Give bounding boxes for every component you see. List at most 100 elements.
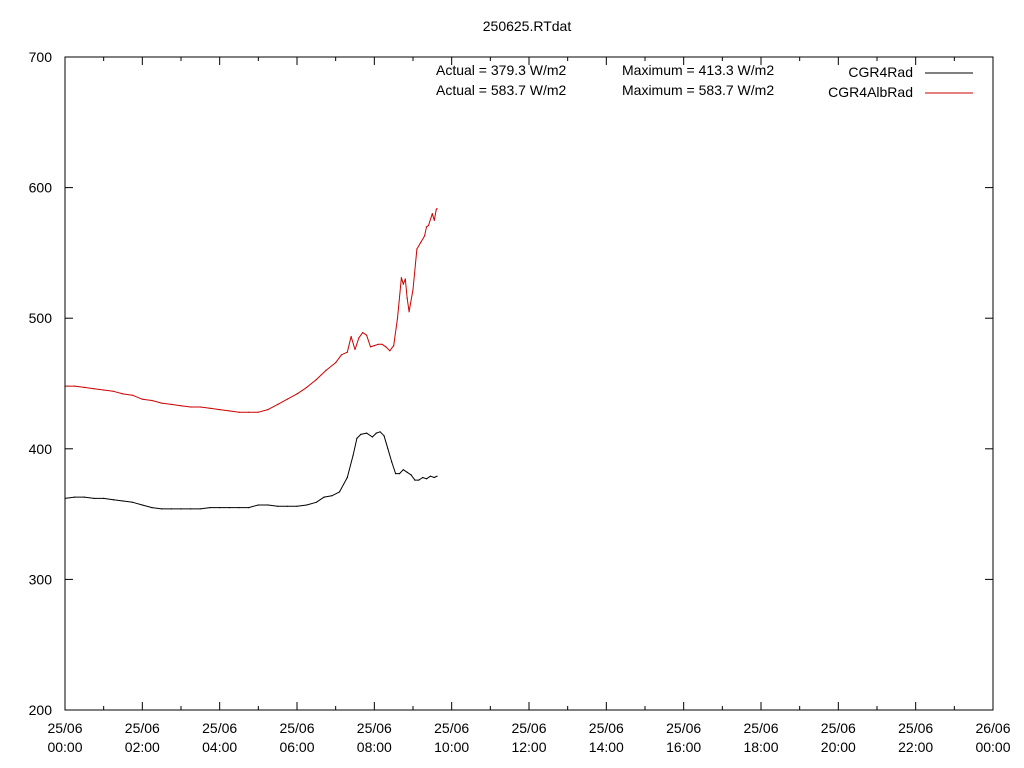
x-tick-label-date: 25/06 [589,720,624,736]
series-line-cgr4rad-point [436,475,438,477]
annotation-maximum-2: Maximum = 583.7 W/m2 [622,82,774,98]
series-line-cgr4albrad-point [377,343,379,345]
series-line-cgr4rad-point [433,476,435,479]
series-line-cgr4albrad-point [103,389,105,391]
x-tick-label-date: 25/06 [434,720,469,736]
series-line-cgr4rad-point [132,501,134,503]
series-line-cgr4albrad-point [209,407,211,409]
series-line-cgr4albrad-point [406,298,408,300]
series-line-cgr4rad-point [383,435,385,437]
series-line-cgr4rad-point [360,433,362,435]
series-line-cgr4albrad-point [267,409,269,411]
series-line-cgr4albrad-point [396,317,399,319]
series-line-cgr4rad-point [238,507,240,509]
series-line-cgr4albrad-point [132,394,134,396]
x-tick-label-time: 04:00 [202,739,237,755]
series-line-cgr4rad-point [425,478,428,480]
series-line-cgr4albrad-point [404,278,406,280]
x-tick-label-time: 14:00 [589,739,624,755]
series-line-cgr4albrad-point [170,403,172,405]
series-line-cgr4rad-point [429,475,431,477]
x-tick-label-date: 25/06 [125,720,160,736]
x-tick-label-time: 12:00 [511,739,546,755]
y-tick-label: 700 [29,49,53,65]
series-line-cgr4albrad-point [161,402,163,404]
series-line-cgr4rad-point [199,508,201,510]
series-line-cgr4albrad-point [325,369,327,371]
series-line-cgr4albrad-point [141,398,143,400]
series-line-cgr4albrad-point [433,219,435,221]
series-line-cgr4albrad-point [393,345,395,347]
series-line-cgr4albrad-point [346,351,348,353]
legend: CGR4Rad CGR4AlbRad [828,64,973,100]
series-line-cgr4rad-point [315,501,317,503]
series-line-cgr4albrad-point [350,335,352,338]
series-line-cgr4albrad-point [381,343,383,345]
series-line-cgr4albrad-point [362,332,364,334]
series-line-cgr4albrad-point [228,410,230,412]
series-line-cgr4rad-point [151,507,153,509]
series-line-cgr4albrad-point [425,226,428,228]
series-line-cgr4albrad-point [416,248,418,250]
x-tick-label-date: 25/06 [898,720,933,736]
series-line-cgr4albrad-point [385,346,387,348]
annotation-actual-2: Actual = 583.7 W/m2 [436,82,567,98]
series-line-cgr4albrad-point [424,235,426,237]
series-line-cgr4rad-point [391,461,393,463]
series-line-cgr4rad-point [352,454,354,456]
series-line-cgr4albrad-point [248,411,250,413]
series-line-cgr4albrad-point [315,379,317,381]
series-line-cgr4rad-point [331,495,333,497]
series-line-cgr4rad-point [306,504,308,506]
y-tick-label: 200 [29,702,53,718]
y-tick-label: 600 [29,180,53,196]
x-tick-label-date: 26/06 [975,720,1010,736]
series-line-cgr4rad-point [248,507,250,509]
series-line-cgr4rad-point [387,448,389,450]
x-tick-label-time: 00:00 [975,739,1010,755]
series-line-cgr4rad-point [209,507,211,509]
series-line-cgr4rad-point [402,469,404,471]
series-line-cgr4albrad-point [435,209,437,211]
series-line-cgr4rad-point [219,507,221,509]
series-line-cgr4albrad-point [238,411,240,413]
series-line-cgr4albrad-point [354,348,356,351]
annotation-block: Actual = 379.3 W/m2 Maximum = 413.3 W/m2… [436,62,774,98]
series-line-cgr4rad-point [371,436,373,438]
series-line-cgr4albrad-point [340,354,343,356]
series-line-cgr4rad-point [398,473,401,475]
legend-label-cgr4albrad: CGR4AlbRad [828,84,913,100]
x-tick-label-date: 25/06 [47,720,82,736]
series-line-cgr4albrad-point [366,334,368,336]
series-line-cgr4albrad-point [373,345,375,347]
series-line-cgr4rad-point [83,496,85,498]
series-line-cgr4rad-point [375,432,377,434]
series-line-cgr4rad-point [180,508,182,510]
x-tick-label-time: 00:00 [47,739,82,755]
series-line-cgr4rad-point [418,479,420,481]
series-line-cgr4albrad-point [93,388,95,390]
y-tick-label: 300 [29,571,53,587]
series-line-cgr4rad-point [296,505,298,507]
series-line-cgr4albrad-point [427,224,430,227]
series-line-cgr4albrad-point [219,409,221,411]
series-line-cgr4albrad-point [83,386,85,388]
y-tick-label: 500 [29,310,53,326]
y-tick-label: 400 [29,441,53,457]
y-axis-labels: 200 300 400 500 600 700 [29,49,53,718]
series-line-cgr4albrad-point [112,390,114,392]
series-line-cgr4rad-point [395,473,397,475]
series-line-cgr4rad-point [122,500,124,502]
series-line-cgr4albrad-point [389,350,391,352]
x-tick-label-date: 25/06 [821,720,856,736]
series-line-cgr4rad-point [161,508,163,510]
series-line-cgr4albrad-point [286,398,288,400]
x-tick-label-date: 25/06 [511,720,546,736]
series-line-cgr4albrad-point [74,385,76,387]
x-tick-label-time: 02:00 [125,739,160,755]
x-tick-label-time: 18:00 [743,739,778,755]
series-line-cgr4rad-point [93,497,95,499]
series-line-cgr4albrad-point [306,386,308,388]
annotation-actual-1: Actual = 379.3 W/m2 [436,62,567,78]
